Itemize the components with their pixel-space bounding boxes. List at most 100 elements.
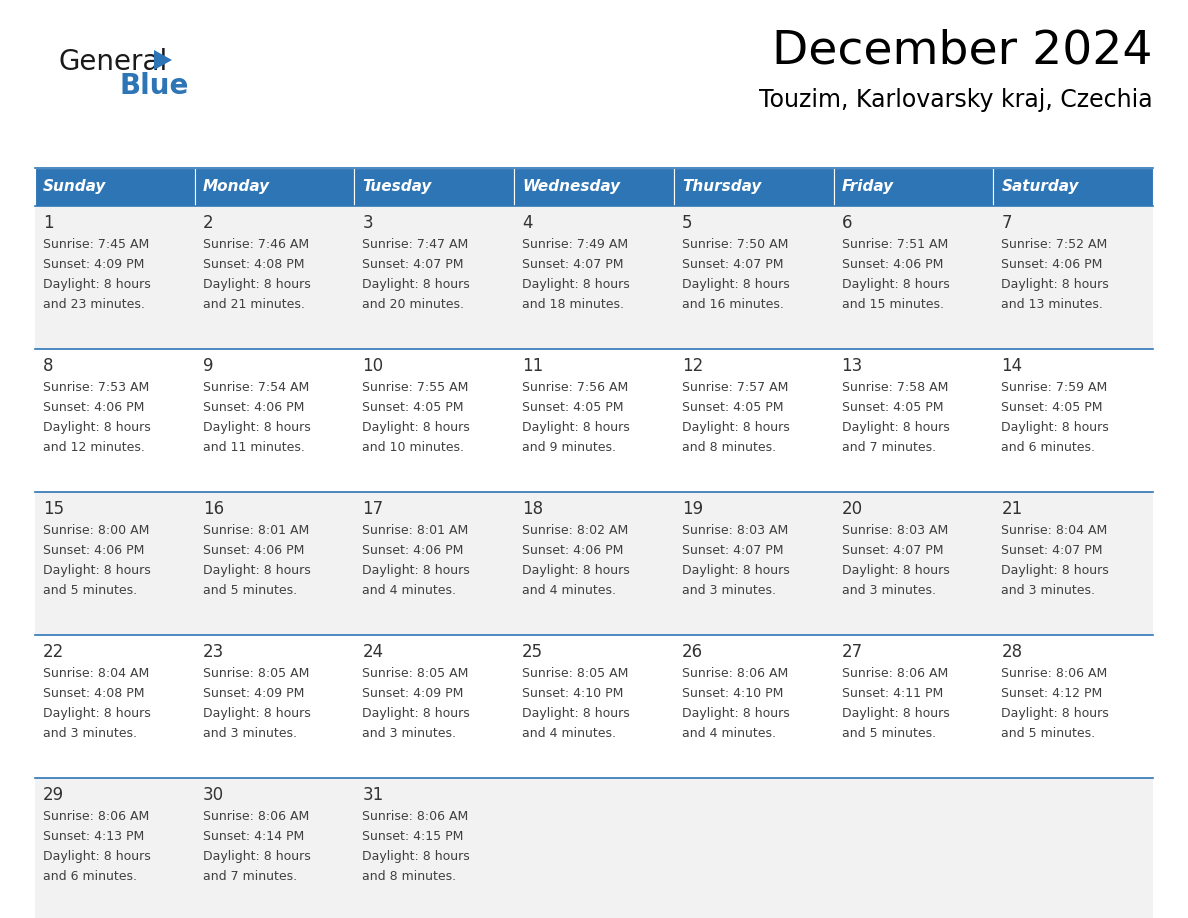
Bar [34,778,1154,918]
Text: Sunrise: 8:06 AM: Sunrise: 8:06 AM [362,810,469,823]
Text: 31: 31 [362,786,384,804]
Text: and 16 minutes.: and 16 minutes. [682,298,784,311]
Text: Daylight: 8 hours: Daylight: 8 hours [1001,707,1110,720]
Bar [34,635,1154,778]
Text: and 10 minutes.: and 10 minutes. [362,441,465,454]
Text: Thursday: Thursday [682,180,762,195]
Text: Sunrise: 8:05 AM: Sunrise: 8:05 AM [523,667,628,680]
Text: Daylight: 8 hours: Daylight: 8 hours [43,850,151,863]
Text: 30: 30 [203,786,223,804]
Text: 22: 22 [43,643,64,661]
Text: Friday: Friday [841,180,893,195]
Text: Sunrise: 7:54 AM: Sunrise: 7:54 AM [203,381,309,394]
Text: Sunset: 4:13 PM: Sunset: 4:13 PM [43,830,144,843]
Text: Sunset: 4:07 PM: Sunset: 4:07 PM [1001,544,1102,557]
Text: 1: 1 [43,214,53,232]
Bar [34,206,1154,349]
Text: and 3 minutes.: and 3 minutes. [682,584,776,597]
Text: Daylight: 8 hours: Daylight: 8 hours [362,421,470,434]
Text: Sunrise: 8:01 AM: Sunrise: 8:01 AM [203,524,309,537]
Text: Sunset: 4:07 PM: Sunset: 4:07 PM [362,258,465,271]
Text: and 6 minutes.: and 6 minutes. [43,870,137,883]
Text: Wednesday: Wednesday [523,180,620,195]
Text: 11: 11 [523,357,543,375]
Text: Sunrise: 8:01 AM: Sunrise: 8:01 AM [362,524,469,537]
Text: Saturday: Saturday [1001,180,1079,195]
Text: Sunrise: 7:58 AM: Sunrise: 7:58 AM [841,381,948,394]
Text: Sunset: 4:07 PM: Sunset: 4:07 PM [523,258,624,271]
Text: and 9 minutes.: and 9 minutes. [523,441,617,454]
Bar [354,168,514,206]
Text: 28: 28 [1001,643,1023,661]
Text: Daylight: 8 hours: Daylight: 8 hours [362,278,470,291]
Text: Daylight: 8 hours: Daylight: 8 hours [841,421,949,434]
Text: Sunrise: 8:06 AM: Sunrise: 8:06 AM [1001,667,1107,680]
Text: and 23 minutes.: and 23 minutes. [43,298,145,311]
Text: General: General [58,48,168,76]
Text: 10: 10 [362,357,384,375]
Text: and 3 minutes.: and 3 minutes. [362,727,456,740]
Text: Daylight: 8 hours: Daylight: 8 hours [523,278,630,291]
Text: Daylight: 8 hours: Daylight: 8 hours [1001,278,1110,291]
Polygon shape [154,50,172,70]
Bar [195,168,354,206]
Text: and 12 minutes.: and 12 minutes. [43,441,145,454]
Text: Sunrise: 8:02 AM: Sunrise: 8:02 AM [523,524,628,537]
Text: Sunset: 4:07 PM: Sunset: 4:07 PM [682,258,783,271]
Text: Sunset: 4:05 PM: Sunset: 4:05 PM [841,401,943,414]
Text: Daylight: 8 hours: Daylight: 8 hours [1001,564,1110,577]
Text: Sunrise: 7:57 AM: Sunrise: 7:57 AM [682,381,788,394]
Text: Sunrise: 8:03 AM: Sunrise: 8:03 AM [841,524,948,537]
Text: Daylight: 8 hours: Daylight: 8 hours [203,850,310,863]
Text: Sunrise: 8:03 AM: Sunrise: 8:03 AM [682,524,788,537]
Text: Sunset: 4:14 PM: Sunset: 4:14 PM [203,830,304,843]
Text: 27: 27 [841,643,862,661]
Text: Sunrise: 8:05 AM: Sunrise: 8:05 AM [203,667,309,680]
Text: 18: 18 [523,500,543,518]
Text: Sunset: 4:05 PM: Sunset: 4:05 PM [362,401,465,414]
Text: 20: 20 [841,500,862,518]
Text: Sunrise: 8:06 AM: Sunrise: 8:06 AM [43,810,150,823]
Text: Sunset: 4:09 PM: Sunset: 4:09 PM [43,258,145,271]
Text: Sunset: 4:06 PM: Sunset: 4:06 PM [43,544,145,557]
Bar [34,349,1154,492]
Text: and 3 minutes.: and 3 minutes. [841,584,936,597]
Text: and 6 minutes.: and 6 minutes. [1001,441,1095,454]
Text: Sunset: 4:08 PM: Sunset: 4:08 PM [43,687,145,700]
Text: and 11 minutes.: and 11 minutes. [203,441,304,454]
Text: Sunrise: 7:55 AM: Sunrise: 7:55 AM [362,381,469,394]
Text: Daylight: 8 hours: Daylight: 8 hours [1001,421,1110,434]
Text: 23: 23 [203,643,225,661]
Text: Sunset: 4:09 PM: Sunset: 4:09 PM [362,687,463,700]
Text: 14: 14 [1001,357,1023,375]
Text: Sunrise: 8:00 AM: Sunrise: 8:00 AM [43,524,150,537]
Text: 7: 7 [1001,214,1012,232]
Text: and 4 minutes.: and 4 minutes. [523,584,617,597]
Text: Sunset: 4:11 PM: Sunset: 4:11 PM [841,687,943,700]
Text: Sunset: 4:12 PM: Sunset: 4:12 PM [1001,687,1102,700]
Text: and 8 minutes.: and 8 minutes. [362,870,456,883]
Text: Daylight: 8 hours: Daylight: 8 hours [203,564,310,577]
Text: and 15 minutes.: and 15 minutes. [841,298,943,311]
Text: Sunrise: 7:53 AM: Sunrise: 7:53 AM [43,381,150,394]
Text: Daylight: 8 hours: Daylight: 8 hours [523,421,630,434]
Text: Sunrise: 7:47 AM: Sunrise: 7:47 AM [362,238,469,251]
Text: 2: 2 [203,214,214,232]
Text: and 7 minutes.: and 7 minutes. [841,441,936,454]
Text: Sunrise: 7:50 AM: Sunrise: 7:50 AM [682,238,788,251]
Text: Sunrise: 7:49 AM: Sunrise: 7:49 AM [523,238,628,251]
Text: and 3 minutes.: and 3 minutes. [43,727,137,740]
Text: Sunrise: 8:04 AM: Sunrise: 8:04 AM [1001,524,1107,537]
Text: 21: 21 [1001,500,1023,518]
Text: Sunrise: 7:46 AM: Sunrise: 7:46 AM [203,238,309,251]
Text: Sunset: 4:06 PM: Sunset: 4:06 PM [203,544,304,557]
Text: and 21 minutes.: and 21 minutes. [203,298,304,311]
Text: Sunrise: 7:51 AM: Sunrise: 7:51 AM [841,238,948,251]
Text: and 3 minutes.: and 3 minutes. [1001,584,1095,597]
Text: 19: 19 [682,500,703,518]
Text: Daylight: 8 hours: Daylight: 8 hours [203,278,310,291]
Text: Sunday: Sunday [43,180,107,195]
Text: and 5 minutes.: and 5 minutes. [203,584,297,597]
Text: Daylight: 8 hours: Daylight: 8 hours [362,564,470,577]
Text: Sunset: 4:06 PM: Sunset: 4:06 PM [523,544,624,557]
